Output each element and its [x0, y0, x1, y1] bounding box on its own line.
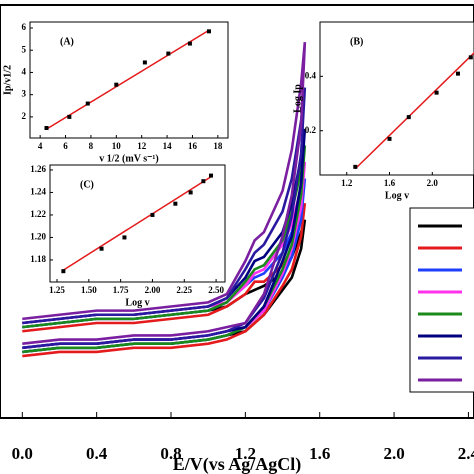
x-tick-label: 2.0	[383, 444, 404, 463]
x-tick-label: 8	[89, 141, 94, 151]
data-point	[468, 55, 473, 60]
x-tick-label: 6	[63, 141, 68, 151]
data-point	[67, 114, 72, 119]
data-point	[201, 179, 206, 184]
x-tick-label: 1.2	[235, 444, 256, 463]
x-tick-label: 14	[163, 141, 173, 151]
data-point	[142, 60, 147, 65]
x-tick-label: 2.4	[458, 444, 474, 463]
y-tick-label: 3	[22, 89, 27, 99]
data-point	[99, 246, 104, 251]
inset-panel: 1.2 1.6 2.0 0.2 0.4 Log v Log Ip (B)	[292, 21, 474, 201]
data-point	[187, 41, 192, 46]
y-tick-label: 4	[22, 67, 27, 77]
x-tick-label: 2.00	[145, 285, 161, 295]
data-point	[166, 51, 171, 56]
y-tick-label: 1.20	[30, 232, 46, 242]
legend	[409, 207, 474, 393]
x-tick-label: 2.0	[427, 178, 439, 188]
x-axis-label: Log v	[125, 297, 149, 308]
y-tick-label: 2	[22, 111, 27, 121]
x-tick-label: 16	[188, 141, 198, 151]
x-tick-label: 2.50	[208, 285, 224, 295]
data-point	[206, 29, 211, 34]
plot-area	[22, 42, 307, 358]
x-tick-label: 12	[137, 141, 147, 151]
x-tick-label: 1.50	[81, 285, 97, 295]
x-tick-label: 1.25	[49, 285, 65, 295]
data-point	[122, 235, 127, 240]
panel-label: (C)	[80, 179, 94, 190]
y-tick-label: 6	[22, 22, 27, 32]
cv-curve	[22, 42, 307, 345]
x-tick-label: 1.6	[384, 178, 396, 188]
legend-box	[409, 207, 474, 393]
panel-label: (A)	[60, 36, 74, 47]
fit-line	[46, 29, 210, 130]
x-tick-label: 0.4	[86, 444, 108, 463]
data-point	[406, 115, 411, 120]
inset-panel: 4 6 8 10 12 14 16 18 2 3 4 5 6 v 1/2 (mV s⁻¹) Ip/v1/2 (…	[2, 21, 229, 164]
y-tick-label: 1.26	[30, 164, 46, 174]
data-point	[150, 212, 155, 217]
inset-panel: 1.25 1.50 1.75 2.00 2.25 2.50 1.18 1.20 1.22 1.24…	[30, 164, 226, 308]
x-tick-label: 1.6	[309, 444, 330, 463]
data-point	[353, 164, 358, 169]
data-point	[61, 269, 66, 274]
x-tick-label: 2.25	[176, 285, 192, 295]
data-point	[387, 136, 392, 141]
x-tick-label: 10	[112, 141, 122, 151]
data-point	[114, 82, 119, 87]
y-axis-label: Log Ip	[292, 84, 303, 113]
plot-frame	[319, 21, 474, 176]
data-point	[44, 126, 49, 130]
y-axis-label: Ip/v1/2	[2, 65, 13, 95]
y-tick-label: 5	[22, 44, 27, 54]
x-axis-label: Log v	[385, 190, 409, 201]
x-tick-label: 0.0	[12, 444, 33, 463]
data-point	[85, 101, 90, 106]
fit-line	[62, 176, 212, 271]
fit-line	[354, 51, 474, 170]
x-axis-label: E/V(vs Ag/AgCl)	[173, 454, 302, 474]
plot-area	[61, 173, 213, 274]
y-tick-label: 1.24	[30, 187, 46, 197]
x-tick-label: 0.8	[160, 444, 181, 463]
x-axis-label: v 1/2 (mV s⁻¹)	[99, 153, 158, 164]
y-tick-label: 0.4	[305, 70, 317, 80]
x-tick-label: 18	[213, 141, 223, 151]
y-tick-label: 1.22	[30, 209, 46, 219]
x-tick-label: 4	[38, 141, 43, 151]
data-point	[209, 173, 213, 178]
x-tick-label: 1.75	[113, 285, 129, 295]
plot-area	[44, 29, 211, 130]
panel-label: (B)	[350, 36, 363, 47]
data-point	[455, 71, 460, 76]
y-tick-label: 0.2	[305, 125, 317, 135]
data-point	[434, 90, 439, 95]
data-point	[173, 201, 178, 206]
data-point	[188, 190, 193, 195]
plot-area	[353, 51, 474, 170]
x-tick-label: 1.2	[341, 178, 353, 188]
y-tick-label: 1.18	[30, 254, 46, 264]
